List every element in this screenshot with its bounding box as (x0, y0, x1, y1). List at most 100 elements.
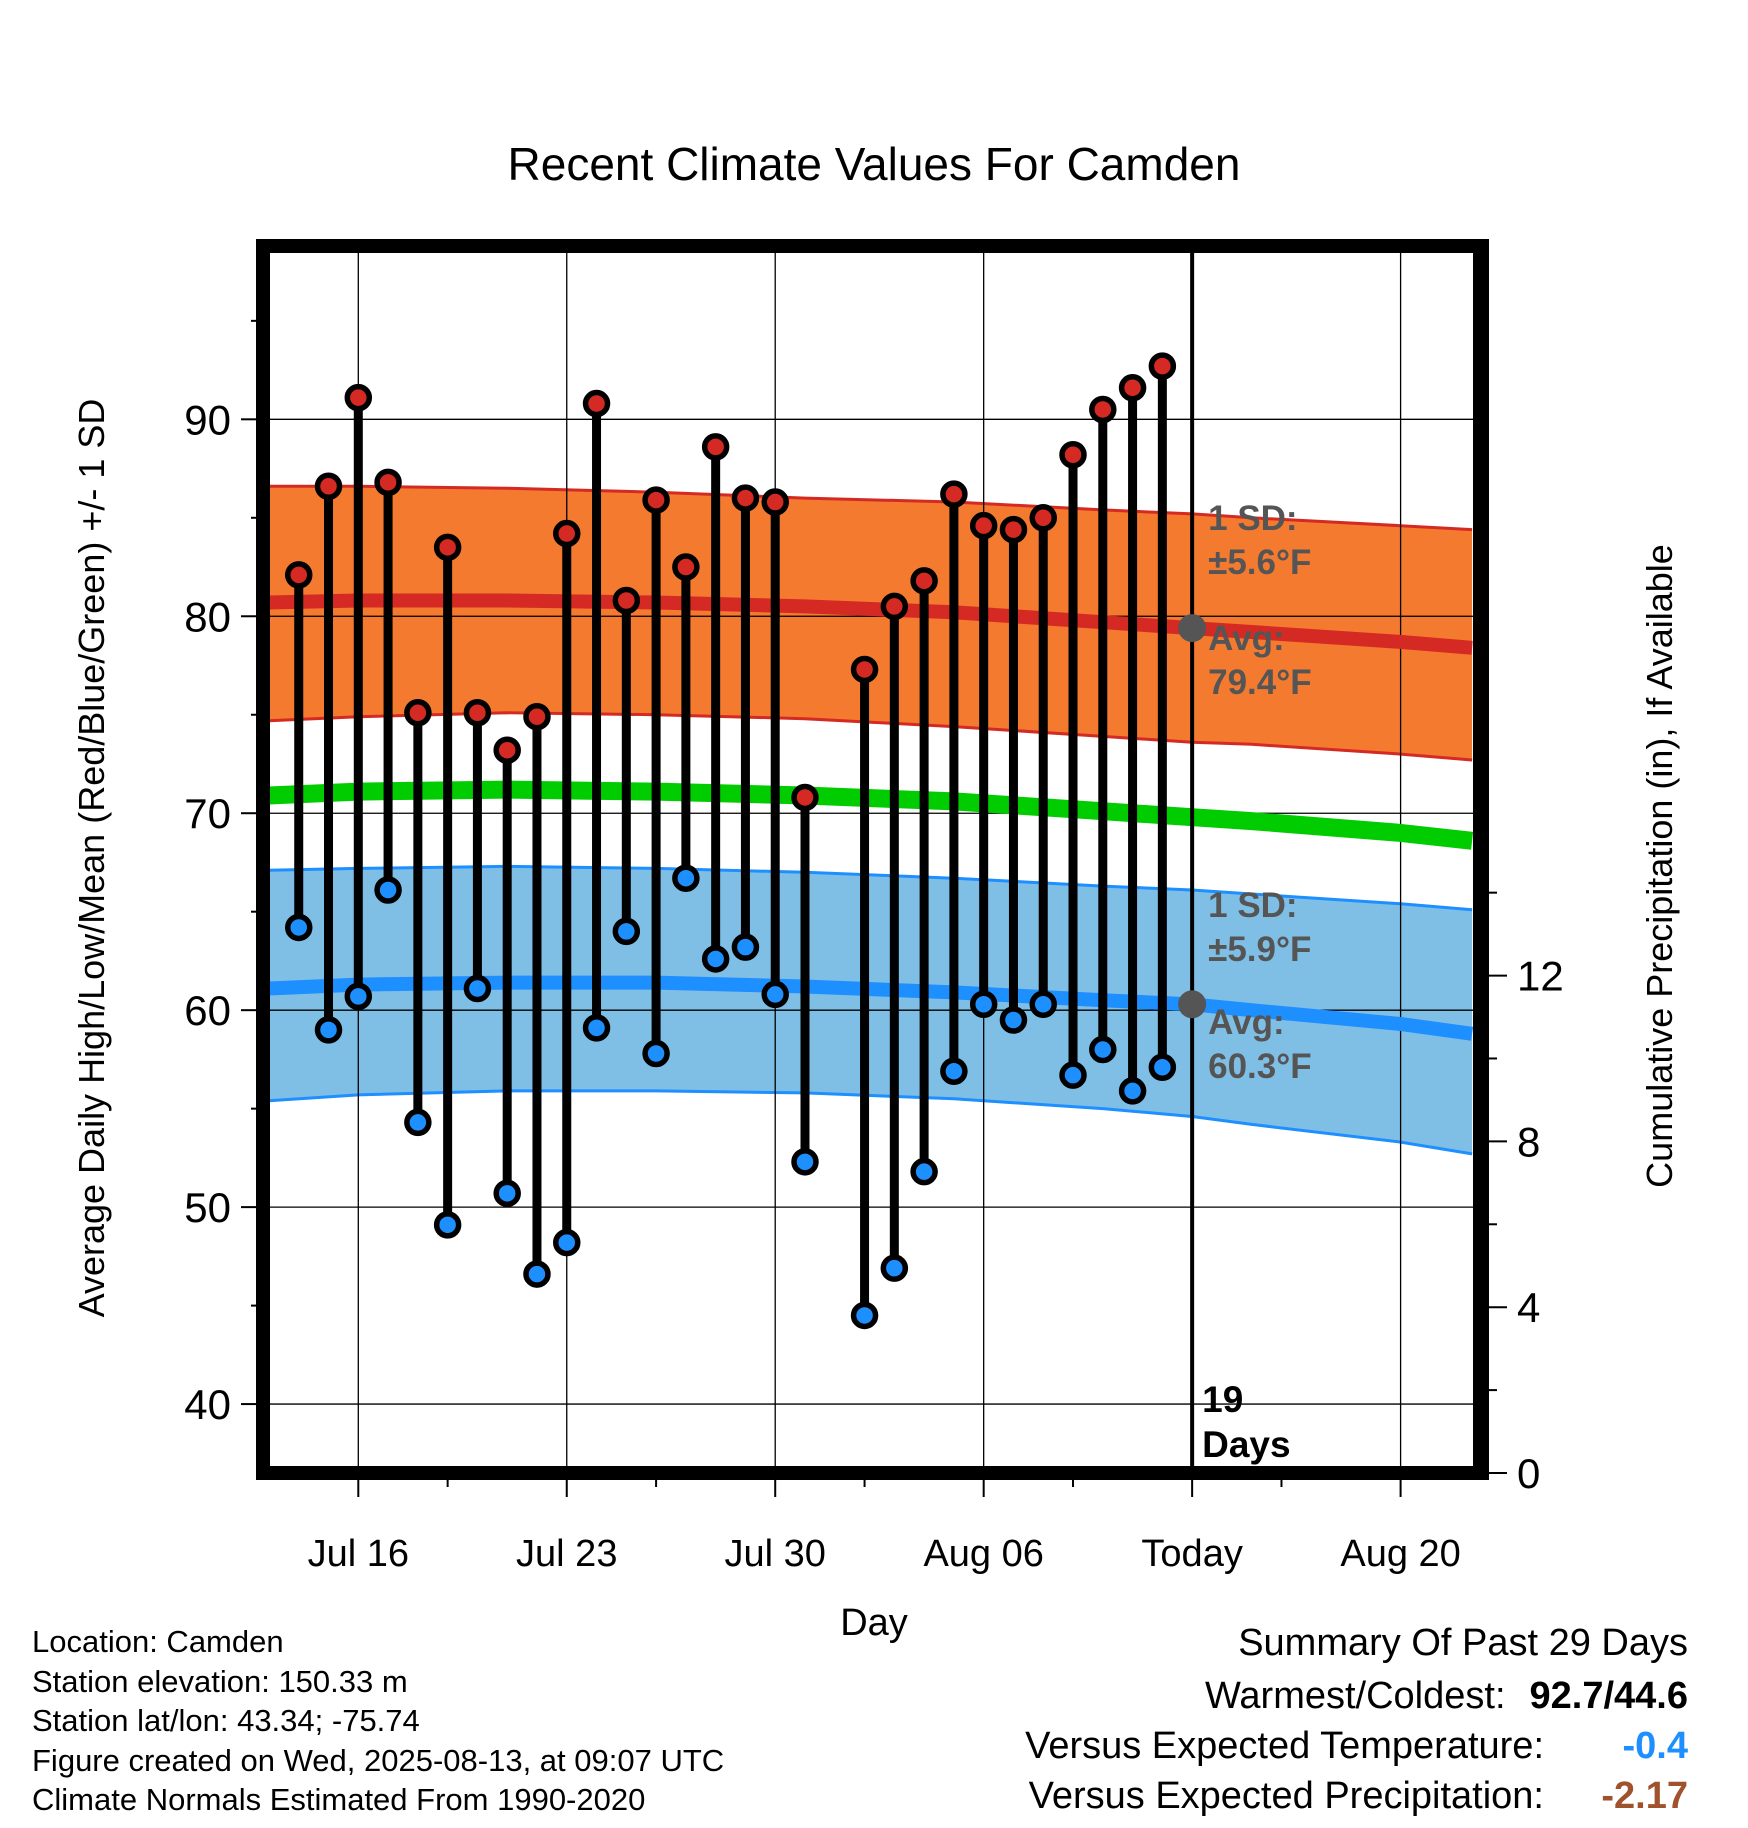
warm-cold-label: Warmest/Coldest: (1204, 1675, 1506, 1717)
observed-low-point (1148, 1053, 1177, 1082)
observed-high-point (969, 511, 998, 540)
observed-high-point (731, 484, 760, 512)
observed-high-point (493, 736, 521, 764)
days-count: 19 (1202, 1379, 1243, 1420)
observed-high-point (850, 655, 879, 684)
y-tick-label: 50 (184, 1184, 231, 1231)
observed-high-point (701, 433, 730, 461)
precip-departure-label: Versus Expected Precipitation: (1028, 1775, 1544, 1817)
y2-tick-label: 4 (1517, 1284, 1540, 1331)
temp-departure-label: Versus Expected Temperature: (1025, 1725, 1544, 1767)
observed-high-point (612, 586, 641, 615)
observed-low-point (761, 980, 789, 1009)
y2-tick-label: 0 (1517, 1450, 1540, 1497)
observed-high-point (761, 488, 789, 516)
observed-low-point (940, 1057, 968, 1085)
observed-high-point (910, 567, 938, 595)
days-label: Days (1202, 1424, 1290, 1465)
x-tick-label: Jul 16 (308, 1533, 409, 1575)
observed-low-point (1029, 990, 1057, 1019)
observed-low-point (553, 1228, 581, 1257)
observed-low-point (969, 990, 998, 1019)
observed-low-point (374, 876, 402, 904)
y2-tick-label: 12 (1517, 953, 1564, 1000)
observed-low-point (433, 1211, 462, 1239)
observed-low-point (1118, 1077, 1147, 1105)
observed-high-point (642, 486, 670, 514)
y-tick-label: 40 (184, 1381, 231, 1428)
today-high-normal-dot (1178, 614, 1207, 643)
observed-high-point (463, 699, 492, 727)
observed-low-point (344, 982, 373, 1011)
normals-text: Climate Normals Estimated From 1990-2020 (32, 1782, 646, 1817)
low-avg-value: 60.3°F (1208, 1047, 1312, 1086)
low-sd-label: 1 SD: (1208, 886, 1297, 925)
x-tick-label: Today (1141, 1533, 1242, 1575)
observed-low-point (1059, 1061, 1087, 1089)
observed-low-point (284, 913, 313, 942)
observed-high-point (374, 468, 402, 497)
observed-high-point (791, 783, 819, 812)
observed-low-point (672, 864, 700, 892)
today-low-normal-dot (1178, 990, 1207, 1019)
x-tick-label: Aug 20 (1340, 1533, 1460, 1575)
plot-content: 1 SD: ±5.6°F Avg: 79.4°F 1 SD: ±5.9°F Avg: 60.3… (263, 246, 1481, 1473)
precip-departure-value: -2.17 (1601, 1775, 1688, 1817)
chart-title: Recent Climate Values For Camden (508, 138, 1241, 190)
temp-departure-row: Versus Expected Temperature: -0.4 (1025, 1721, 1688, 1771)
observed-high-point (344, 383, 373, 412)
observed-low-point (404, 1108, 432, 1137)
warm-cold-value: 92.7/44.6 (1529, 1675, 1688, 1717)
observed-high-point (940, 480, 968, 508)
observed-low-point (1089, 1035, 1117, 1064)
observed-high-point (553, 519, 581, 548)
observed-high-point (1089, 395, 1117, 424)
observed-high-point (314, 472, 343, 501)
observed-high-point (404, 699, 432, 727)
summary-title: Summary Of Past 29 Days (1238, 1622, 1688, 1664)
observed-high-point (880, 592, 909, 621)
x-tick-label: Aug 06 (923, 1533, 1043, 1575)
observed-low-point (612, 917, 641, 946)
observed-high-point (1118, 374, 1147, 402)
latlon-text: Station lat/lon: 43.34; -75.74 (32, 1703, 420, 1738)
y-axis-label: Average Daily High/Low/Mean (Red/Blue/Gr… (71, 399, 112, 1318)
observed-low-point (880, 1254, 909, 1282)
y-tick-label: 70 (184, 790, 231, 837)
high-sd-value: ±5.6°F (1208, 543, 1311, 582)
observed-high-point (1029, 504, 1057, 532)
observed-high-point (1059, 441, 1087, 469)
temp-departure-value: -0.4 (1622, 1725, 1688, 1767)
observed-high-point (582, 389, 611, 418)
y-tick-label: 60 (184, 987, 231, 1034)
observed-high-point (672, 553, 700, 581)
observed-low-point (701, 945, 730, 973)
observed-low-point (493, 1179, 521, 1208)
observed-low-point (910, 1157, 938, 1186)
observed-low-point (523, 1260, 551, 1288)
y-tick-label: 80 (184, 593, 231, 640)
observed-low-point (850, 1301, 879, 1330)
summary-panel: Summary Of Past 29 Days Warmest/Coldest:… (1025, 1618, 1688, 1821)
warm-cold-row: Warmest/Coldest: 92.7/44.6 (1025, 1671, 1688, 1721)
observed-low-point (731, 933, 760, 961)
observed-high-point (523, 702, 551, 731)
observed-low-point (314, 1016, 343, 1044)
elevation-text: Station elevation: 150.33 m (32, 1663, 408, 1699)
observed-low-point (642, 1039, 670, 1068)
x-axis-label: Day (840, 1602, 908, 1644)
precip-departure-row: Versus Expected Precipitation: -2.17 (1025, 1771, 1688, 1821)
observed-low-point (999, 1006, 1028, 1034)
x-tick-label: Jul 23 (516, 1533, 617, 1575)
observed-low-point (791, 1148, 819, 1176)
y2-tick-label: 8 (1517, 1118, 1540, 1165)
high-sd-label: 1 SD: (1208, 499, 1297, 538)
plot-area: 1 SD: ±5.6°F Avg: 79.4°F 1 SD: ±5.9°F Avg: 60.3… (184, 239, 1564, 1575)
observed-low-point (463, 974, 492, 1003)
high-avg-label: Avg: (1208, 619, 1284, 658)
observed-low-point (582, 1014, 611, 1042)
low-avg-label: Avg: (1208, 1003, 1284, 1042)
low-band-lower-edge (268, 1089, 1473, 1156)
observed-high-point (284, 561, 313, 589)
